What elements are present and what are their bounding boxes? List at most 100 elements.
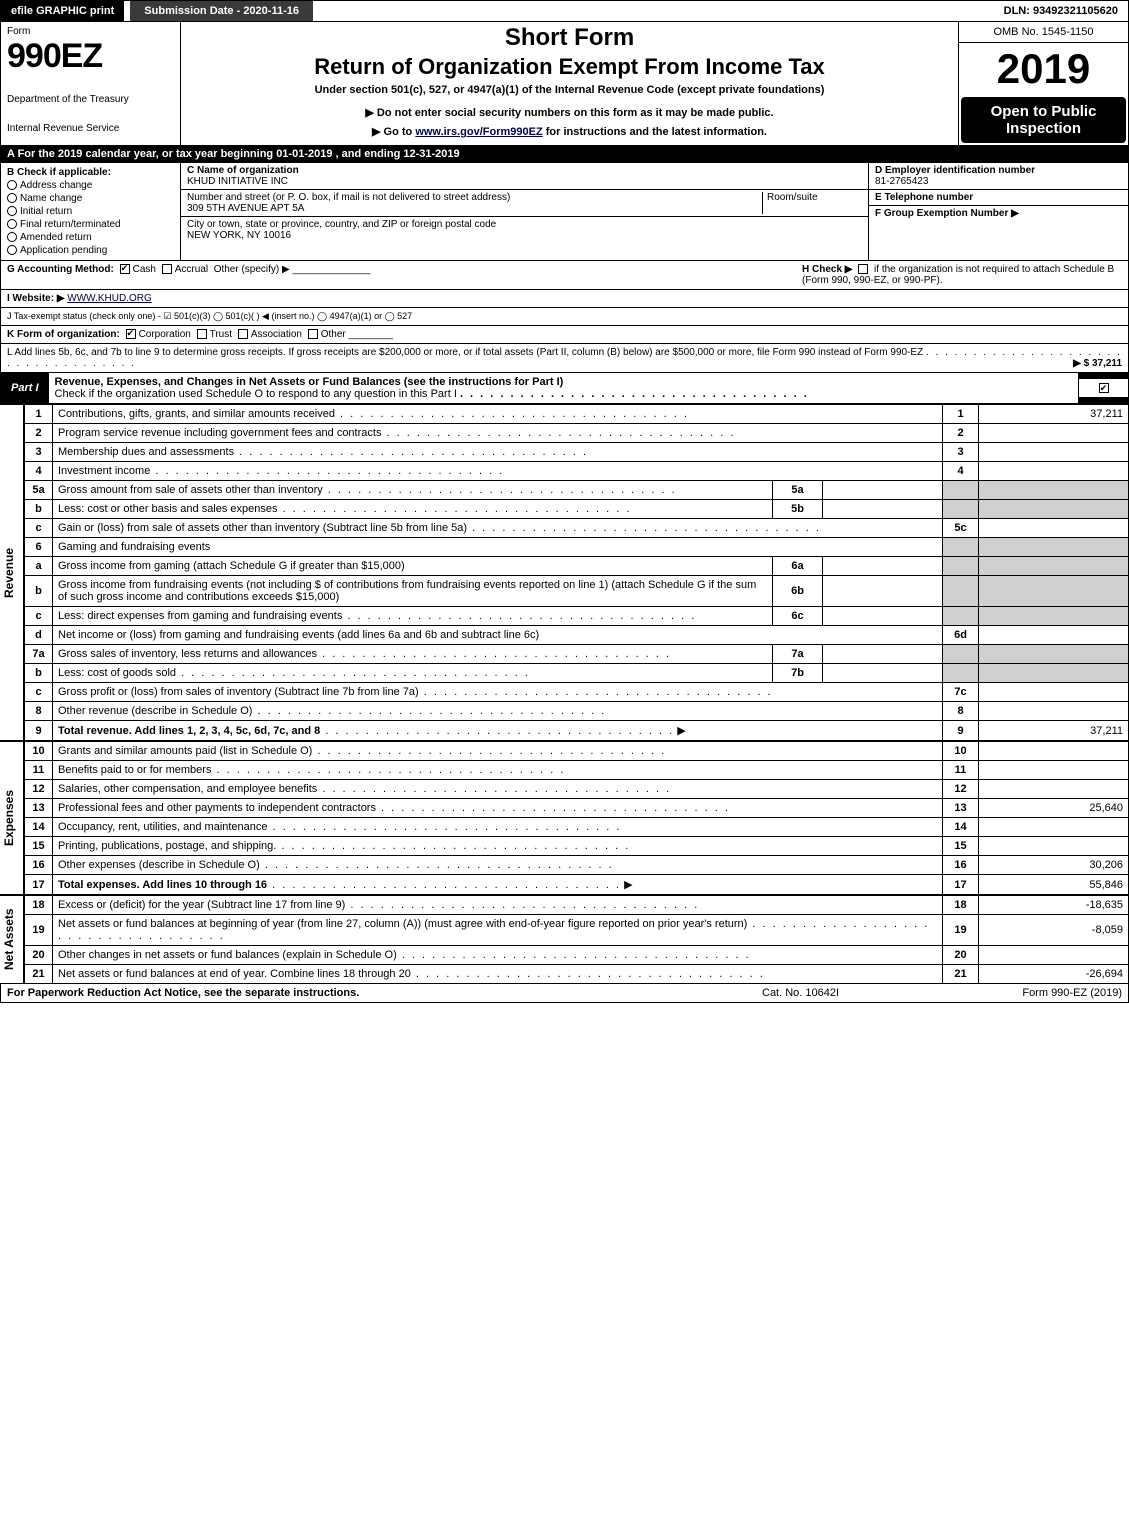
omb-number: OMB No. 1545-1150 xyxy=(959,22,1128,43)
revenue-table: 1Contributions, gifts, grants, and simil… xyxy=(24,404,1129,741)
b-final-return[interactable]: Final return/terminated xyxy=(7,219,174,230)
entity-right: D Employer identification number 81-2765… xyxy=(868,163,1128,260)
line-19: 19Net assets or fund balances at beginni… xyxy=(25,915,1129,946)
entity-mid: C Name of organization KHUD INITIATIVE I… xyxy=(181,163,868,260)
e-phone-row: E Telephone number xyxy=(869,190,1128,206)
g-cash-check[interactable] xyxy=(120,264,130,274)
ssn-note: ▶ Do not enter social security numbers o… xyxy=(191,106,948,119)
line-16: 16Other expenses (describe in Schedule O… xyxy=(25,856,1129,875)
line-5a: 5aGross amount from sale of assets other… xyxy=(25,481,1129,500)
footer-catno: Cat. No. 10642I xyxy=(762,987,962,999)
line-6b: bGross income from fundraising events (n… xyxy=(25,576,1129,607)
street-row: Number and street (or P. O. box, if mail… xyxy=(181,190,868,217)
g-accounting: G Accounting Method: Cash Accrual Other … xyxy=(7,264,792,286)
under-section: Under section 501(c), 527, or 4947(a)(1)… xyxy=(191,84,948,96)
b-application-pending[interactable]: Application pending xyxy=(7,245,174,256)
a-tax-year-row: A For the 2019 calendar year, or tax yea… xyxy=(0,146,1129,163)
line-13: 13Professional fees and other payments t… xyxy=(25,799,1129,818)
netassets-side-label: Net Assets xyxy=(0,895,24,984)
top-bar: efile GRAPHIC print Submission Date - 20… xyxy=(0,0,1129,22)
h-scheduleb: H Check ▶ if the organization is not req… xyxy=(792,264,1122,286)
k-corp-check[interactable] xyxy=(126,329,136,339)
b-address-change[interactable]: Address change xyxy=(7,180,174,191)
l-amount: ▶ $ 37,211 xyxy=(1073,358,1122,369)
line-5b: bLess: cost or other basis and sales exp… xyxy=(25,500,1129,519)
website-link[interactable]: WWW.KHUD.ORG xyxy=(67,293,151,304)
line-2: 2Program service revenue including gover… xyxy=(25,424,1129,443)
g-cash: Cash xyxy=(133,264,156,275)
line-12: 12Salaries, other compensation, and empl… xyxy=(25,780,1129,799)
street-val: 309 5TH AVENUE APT 5A xyxy=(187,203,762,214)
netassets-section: Net Assets 18Excess or (deficit) for the… xyxy=(0,895,1129,984)
b-name-change[interactable]: Name change xyxy=(7,193,174,204)
l-gross-receipts: L Add lines 5b, 6c, and 7b to line 9 to … xyxy=(0,344,1129,373)
b-initial-return[interactable]: Initial return xyxy=(7,206,174,217)
line-11: 11Benefits paid to or for members11 xyxy=(25,761,1129,780)
goto-pre: ▶ Go to xyxy=(372,126,415,138)
i-label: I Website: ▶ xyxy=(7,293,65,304)
c-org-name: KHUD INITIATIVE INC xyxy=(187,176,862,187)
dept-irs: Internal Revenue Service xyxy=(7,123,174,134)
line-1: 1Contributions, gifts, grants, and simil… xyxy=(25,405,1129,424)
street-label: Number and street (or P. O. box, if mail… xyxy=(187,192,762,203)
header-left: Form 990EZ Department of the Treasury In… xyxy=(1,22,181,145)
l-text: L Add lines 5b, 6c, and 7b to line 9 to … xyxy=(7,347,923,358)
b-amended-return[interactable]: Amended return xyxy=(7,232,174,243)
k-other-check[interactable] xyxy=(308,329,318,339)
line-7b: bLess: cost of goods sold7b xyxy=(25,664,1129,683)
revenue-section: Revenue 1Contributions, gifts, grants, a… xyxy=(0,404,1129,741)
h-label: H Check ▶ xyxy=(802,264,852,275)
g-other: Other (specify) ▶ xyxy=(214,264,290,275)
k-trust-check[interactable] xyxy=(197,329,207,339)
line-6: 6Gaming and fundraising events xyxy=(25,538,1129,557)
line-3: 3Membership dues and assessments3 xyxy=(25,443,1129,462)
e-label: E Telephone number xyxy=(875,192,1122,203)
line-10: 10Grants and similar amounts paid (list … xyxy=(25,742,1129,761)
form-header: Form 990EZ Department of the Treasury In… xyxy=(0,22,1129,146)
line-14: 14Occupancy, rent, utilities, and mainte… xyxy=(25,818,1129,837)
city-row: City or town, state or province, country… xyxy=(181,217,868,243)
line-8: 8Other revenue (describe in Schedule O)8 xyxy=(25,702,1129,721)
submission-date: Submission Date - 2020-11-16 xyxy=(130,1,313,21)
g-label: G Accounting Method: xyxy=(7,264,114,275)
expenses-section: Expenses 10Grants and similar amounts pa… xyxy=(0,741,1129,895)
line-6c: cLess: direct expenses from gaming and f… xyxy=(25,607,1129,626)
f-label: F Group Exemption Number ▶ xyxy=(875,208,1122,219)
k-assoc: Association xyxy=(251,329,302,340)
line-6a: aGross income from gaming (attach Schedu… xyxy=(25,557,1129,576)
line-4: 4Investment income4 xyxy=(25,462,1129,481)
j-tax-exempt: J Tax-exempt status (check only one) - ☑… xyxy=(0,308,1129,326)
tax-year: 2019 xyxy=(959,43,1128,95)
city-val: NEW YORK, NY 10016 xyxy=(187,230,862,241)
footer-form: Form 990-EZ (2019) xyxy=(962,987,1122,999)
g-accrual-check[interactable] xyxy=(162,264,172,274)
c-label: C Name of organization xyxy=(187,165,862,176)
line-15: 15Printing, publications, postage, and s… xyxy=(25,837,1129,856)
goto-line: ▶ Go to www.irs.gov/Form990EZ for instru… xyxy=(191,125,948,138)
line-21: 21Net assets or fund balances at end of … xyxy=(25,965,1129,984)
part1-dots xyxy=(460,388,809,400)
goto-post: for instructions and the latest informat… xyxy=(546,126,767,138)
line-9: 9Total revenue. Add lines 1, 2, 3, 4, 5c… xyxy=(25,721,1129,741)
h-check[interactable] xyxy=(858,264,868,274)
header-right: OMB No. 1545-1150 2019 Open to Public In… xyxy=(958,22,1128,145)
efile-print-button[interactable]: efile GRAPHIC print xyxy=(1,1,124,21)
line-20: 20Other changes in net assets or fund ba… xyxy=(25,946,1129,965)
short-form-title: Short Form xyxy=(191,24,948,52)
k-trust: Trust xyxy=(210,329,232,340)
k-assoc-check[interactable] xyxy=(238,329,248,339)
part1-check[interactable] xyxy=(1078,379,1128,397)
dln: DLN: 93492321105620 xyxy=(994,1,1128,21)
line-5c: cGain or (loss) from sale of assets othe… xyxy=(25,519,1129,538)
city-label: City or town, state or province, country… xyxy=(187,219,862,230)
part1-title: Revenue, Expenses, and Changes in Net As… xyxy=(55,376,564,388)
part1-header: Part I Revenue, Expenses, and Changes in… xyxy=(0,373,1129,404)
entity-block: B Check if applicable: Address change Na… xyxy=(0,163,1129,261)
k-other: Other xyxy=(321,329,346,340)
expenses-table: 10Grants and similar amounts paid (list … xyxy=(24,741,1129,895)
d-ein-row: D Employer identification number 81-2765… xyxy=(869,163,1128,190)
g-accrual: Accrual xyxy=(175,264,208,275)
part1-sub: Check if the organization used Schedule … xyxy=(55,388,457,400)
irs-link[interactable]: www.irs.gov/Form990EZ xyxy=(415,126,542,138)
k-corp: Corporation xyxy=(139,329,191,340)
